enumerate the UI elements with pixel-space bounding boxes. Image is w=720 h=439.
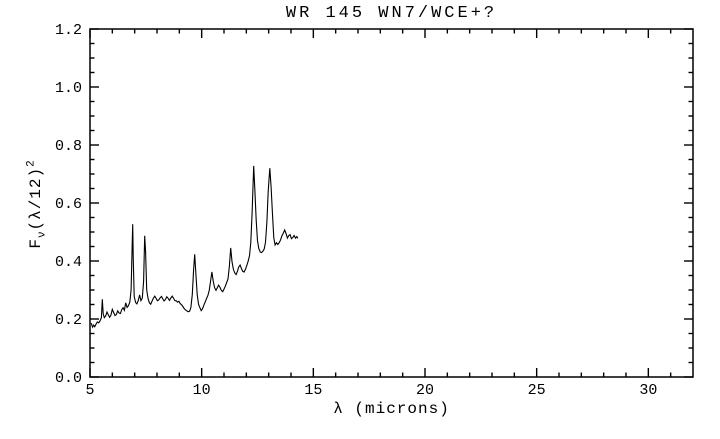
y-tick-label: 1.0 bbox=[55, 80, 82, 97]
y-tick-label: 0.2 bbox=[55, 312, 82, 329]
y-tick-label: 1.2 bbox=[55, 22, 82, 39]
x-tick-label: 5 bbox=[85, 382, 94, 399]
plot-frame bbox=[89, 28, 694, 378]
chart-title: WR 145 WN7/WCE+? bbox=[285, 4, 498, 23]
y-tick-label: 0.6 bbox=[55, 196, 82, 213]
spectrum-line bbox=[90, 165, 299, 329]
x-tick-label: 15 bbox=[304, 382, 322, 399]
y-tick-label: 0.4 bbox=[55, 254, 82, 271]
x-tick-label: 10 bbox=[193, 382, 211, 399]
y-tick-label: 0.0 bbox=[55, 370, 82, 387]
x-tick-label: 30 bbox=[639, 382, 657, 399]
x-tick-label: 20 bbox=[416, 382, 434, 399]
y-tick-label: 0.8 bbox=[55, 138, 82, 155]
x-tick-label: 25 bbox=[528, 382, 546, 399]
x-axis-label: λ (microns) bbox=[333, 400, 450, 418]
